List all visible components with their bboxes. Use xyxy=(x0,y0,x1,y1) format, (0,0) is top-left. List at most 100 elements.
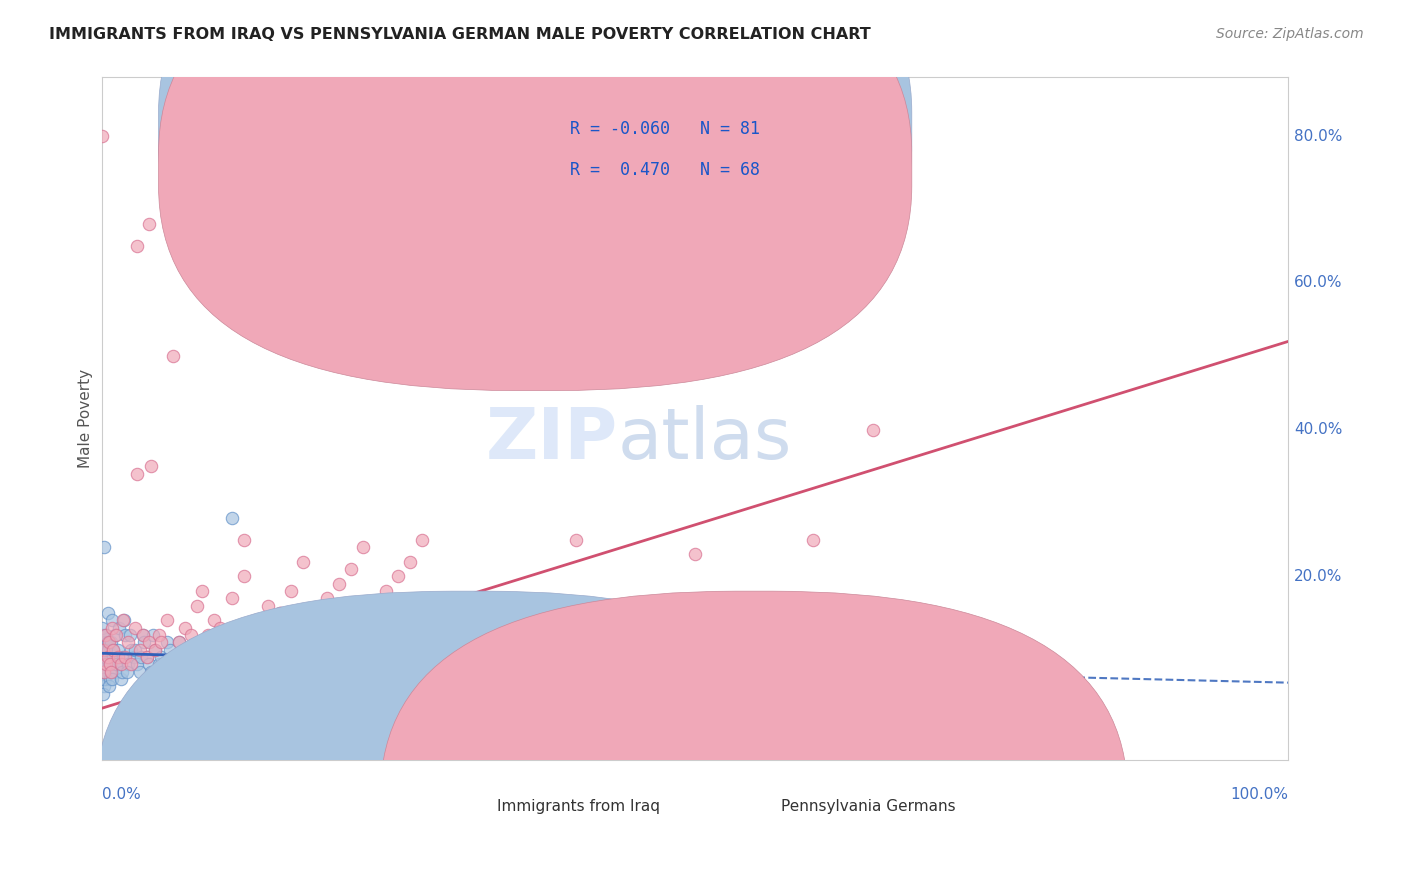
Point xyxy=(565,533,588,547)
Point xyxy=(100,635,122,649)
Point xyxy=(328,576,350,591)
Point xyxy=(91,665,114,679)
Point xyxy=(104,657,127,672)
Point xyxy=(148,657,170,672)
Point xyxy=(108,621,131,635)
Point xyxy=(115,665,138,679)
Text: atlas: atlas xyxy=(617,404,792,474)
Point xyxy=(138,657,160,672)
Point xyxy=(103,642,125,657)
Text: Source: ZipAtlas.com: Source: ZipAtlas.com xyxy=(1216,27,1364,41)
Point xyxy=(114,628,136,642)
Point xyxy=(120,657,142,672)
FancyBboxPatch shape xyxy=(494,98,801,207)
Point xyxy=(93,540,115,554)
Point xyxy=(117,635,139,649)
Point xyxy=(103,650,125,665)
Point xyxy=(138,217,160,231)
Point xyxy=(256,621,278,635)
Point xyxy=(127,239,149,253)
Point xyxy=(245,613,267,627)
Text: 60.0%: 60.0% xyxy=(1294,276,1343,290)
Point xyxy=(94,635,117,649)
Point xyxy=(683,547,706,561)
Point xyxy=(124,621,146,635)
Point xyxy=(93,679,115,693)
Point xyxy=(202,613,225,627)
Y-axis label: Male Poverty: Male Poverty xyxy=(79,369,93,468)
Point xyxy=(156,613,179,627)
Point xyxy=(129,650,152,665)
Point xyxy=(91,642,114,657)
Point xyxy=(411,533,433,547)
Point xyxy=(142,628,165,642)
Point xyxy=(197,642,219,657)
Point xyxy=(801,533,824,547)
Point xyxy=(104,665,127,679)
Point xyxy=(100,665,122,679)
Point xyxy=(90,628,112,642)
Point xyxy=(120,628,142,642)
Point xyxy=(91,642,114,657)
Point xyxy=(94,657,117,672)
Point xyxy=(128,665,150,679)
Point xyxy=(202,650,225,665)
Point xyxy=(339,562,361,576)
Point xyxy=(159,642,181,657)
Point xyxy=(132,628,155,642)
Point xyxy=(94,628,117,642)
Point xyxy=(104,628,127,642)
Point xyxy=(94,672,117,686)
Point xyxy=(104,628,127,642)
Point xyxy=(152,657,174,672)
Point xyxy=(446,650,468,665)
Point xyxy=(167,635,190,649)
Text: R = -0.060   N = 81: R = -0.060 N = 81 xyxy=(571,120,761,137)
Point xyxy=(387,657,409,672)
Point xyxy=(280,583,302,598)
Point xyxy=(90,129,112,144)
Text: ZIP: ZIP xyxy=(485,404,617,474)
Point xyxy=(233,569,256,583)
Point xyxy=(173,621,195,635)
Point xyxy=(233,650,256,665)
Point xyxy=(186,599,208,613)
Point xyxy=(269,606,291,620)
Text: 80.0%: 80.0% xyxy=(1294,128,1343,144)
Point xyxy=(107,650,129,665)
Text: Pennsylvania Germans: Pennsylvania Germans xyxy=(782,799,956,814)
Point xyxy=(180,650,202,665)
Point xyxy=(134,635,156,649)
Point xyxy=(101,621,124,635)
Point xyxy=(97,679,120,693)
Point xyxy=(256,599,278,613)
Point xyxy=(93,672,115,686)
Point xyxy=(122,650,145,665)
Point xyxy=(110,672,132,686)
Point xyxy=(328,657,350,672)
Point xyxy=(97,635,120,649)
Point xyxy=(112,613,135,627)
Text: Immigrants from Iraq: Immigrants from Iraq xyxy=(496,799,659,814)
Point xyxy=(328,613,350,627)
Point xyxy=(269,657,291,672)
Point xyxy=(422,642,444,657)
Point xyxy=(120,642,142,657)
Point xyxy=(111,665,134,679)
Point xyxy=(96,657,118,672)
Point xyxy=(186,642,208,657)
Point xyxy=(304,606,326,620)
Point xyxy=(221,510,243,524)
Point xyxy=(93,665,115,679)
Point xyxy=(128,642,150,657)
Point xyxy=(387,569,409,583)
Point xyxy=(96,642,118,657)
Point xyxy=(127,467,149,481)
Point xyxy=(191,583,214,598)
Point xyxy=(94,650,117,665)
Point xyxy=(90,621,112,635)
Point xyxy=(101,672,124,686)
Point xyxy=(292,555,315,569)
FancyBboxPatch shape xyxy=(159,0,912,391)
Point xyxy=(138,635,160,649)
